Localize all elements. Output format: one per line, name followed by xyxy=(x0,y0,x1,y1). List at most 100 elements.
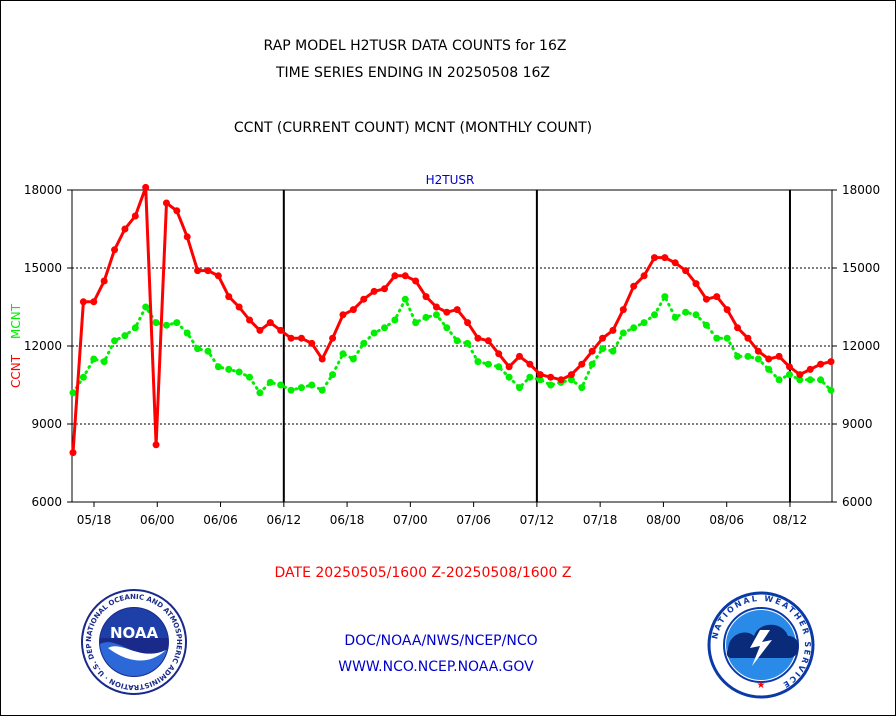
series-ccnt-point xyxy=(183,233,191,241)
y-tick-label-left: 6000 xyxy=(31,495,62,509)
series-ccnt-point xyxy=(817,360,825,368)
series-mcnt-point xyxy=(349,355,357,363)
series-ccnt-point xyxy=(401,272,409,280)
series-mcnt-point xyxy=(339,350,347,358)
series-ccnt-point xyxy=(806,365,814,373)
series-ccnt-point xyxy=(557,376,565,384)
series-ccnt-point xyxy=(308,339,316,347)
series-mcnt-point xyxy=(225,365,233,373)
series-mcnt-point xyxy=(79,373,87,381)
series-mcnt-point xyxy=(682,308,690,316)
series-ccnt-point xyxy=(474,334,482,342)
series-ccnt-point xyxy=(79,298,87,306)
series-mcnt-point xyxy=(329,371,337,379)
series-mcnt-point xyxy=(806,376,814,384)
series-ccnt-point xyxy=(235,303,243,311)
series-mcnt-point xyxy=(90,355,98,363)
series-mcnt-point xyxy=(588,360,596,368)
series-ccnt-point xyxy=(214,272,222,280)
series-ccnt-point xyxy=(225,293,233,301)
series-mcnt-point xyxy=(723,334,731,342)
series-ccnt-point xyxy=(194,267,202,275)
nws-logo: ★ NATIONAL WEATHER SERVICE xyxy=(707,591,815,699)
series-ccnt-point xyxy=(650,254,658,262)
website-label: WWW.NCO.NCEP.NOAA.GOV xyxy=(338,659,534,675)
x-tick-label: 07/06 xyxy=(456,513,491,527)
series-ccnt-point xyxy=(754,347,762,355)
series-ccnt-point xyxy=(484,337,492,345)
series-ccnt-point xyxy=(381,285,389,293)
org-path-label: DOC/NOAA/NWS/NCEP/NCO xyxy=(344,633,538,649)
series-mcnt-point xyxy=(474,358,482,366)
series-ccnt-point xyxy=(349,306,357,314)
series-mcnt-point xyxy=(692,311,700,319)
y-tick-label-right: 9000 xyxy=(842,417,873,431)
series-ccnt-point xyxy=(90,298,98,306)
series-mcnt-point xyxy=(100,358,108,366)
series-ccnt-point xyxy=(619,306,627,314)
series-ccnt-point xyxy=(464,319,472,327)
svg-text:★: ★ xyxy=(757,680,766,691)
series-ccnt-point xyxy=(100,277,108,285)
x-tick-label: 07/12 xyxy=(520,513,555,527)
series-ccnt-point xyxy=(692,280,700,288)
series-ccnt-point xyxy=(391,272,399,280)
series-ccnt-point xyxy=(734,324,742,332)
y-tick-label-right: 12000 xyxy=(842,339,880,353)
series-ccnt-point xyxy=(630,282,638,290)
series-mcnt-point xyxy=(308,381,316,389)
x-tick-label: 05/18 xyxy=(77,513,112,527)
series-mcnt-point xyxy=(214,363,222,371)
series-mcnt-point xyxy=(785,371,793,379)
noaa-logo: NOAA NATIONAL OCEANIC AND ATMOSPHERIC AD… xyxy=(80,588,187,695)
series-mcnt-point xyxy=(671,313,679,321)
series-ccnt-point xyxy=(266,319,274,327)
series-ccnt-point xyxy=(297,334,305,342)
series-mcnt-point xyxy=(609,347,617,355)
series-mcnt-point xyxy=(401,295,409,303)
y-tick-label-left: 12000 xyxy=(24,339,62,353)
series-mcnt-point xyxy=(547,381,555,389)
series-ccnt-point xyxy=(111,246,119,254)
series-mcnt-point xyxy=(131,324,139,332)
series-ccnt-point xyxy=(682,267,690,275)
series-ccnt-point xyxy=(318,355,326,363)
series-mcnt-point xyxy=(152,319,160,327)
series-ccnt-point xyxy=(173,207,181,215)
series-mcnt-point xyxy=(495,363,503,371)
series-mcnt-point xyxy=(422,313,430,321)
series-ccnt-point xyxy=(162,199,170,207)
y-tick-label-right: 6000 xyxy=(842,495,873,509)
x-tick-label: 06/06 xyxy=(203,513,238,527)
series-ccnt-point xyxy=(287,334,295,342)
series-mcnt-point xyxy=(650,311,658,319)
x-tick-label: 07/18 xyxy=(583,513,618,527)
series-ccnt-point xyxy=(412,277,420,285)
series-mcnt-point xyxy=(142,303,150,311)
series-ccnt-point xyxy=(723,306,731,314)
series-mcnt-point xyxy=(796,376,804,384)
series-ccnt-point xyxy=(547,373,555,381)
series-ccnt-point xyxy=(495,350,503,358)
series-mcnt-point xyxy=(453,337,461,345)
series-ccnt-point xyxy=(152,441,160,449)
series-mcnt-point xyxy=(661,293,669,301)
page-subtitle: CCNT (CURRENT COUNT) MCNT (MONTHLY COUNT… xyxy=(233,120,593,136)
series-mcnt-point xyxy=(526,373,534,381)
series-mcnt-point xyxy=(287,386,295,394)
series-mcnt-point xyxy=(297,384,305,392)
series-mcnt-point xyxy=(360,339,368,347)
series-mcnt-point xyxy=(69,389,77,397)
series-ccnt-point xyxy=(775,352,783,360)
series-mcnt-point xyxy=(443,324,451,332)
series-mcnt-point xyxy=(266,378,274,386)
series-mcnt-point xyxy=(412,319,420,327)
series-ccnt-point xyxy=(204,267,212,275)
series-mcnt-point xyxy=(713,334,721,342)
y-tick-label-left: 18000 xyxy=(24,183,62,197)
series-ccnt-point xyxy=(142,183,150,191)
series-ccnt-point xyxy=(121,225,129,233)
series-mcnt-point xyxy=(204,347,212,355)
series-mcnt-point xyxy=(599,345,607,353)
